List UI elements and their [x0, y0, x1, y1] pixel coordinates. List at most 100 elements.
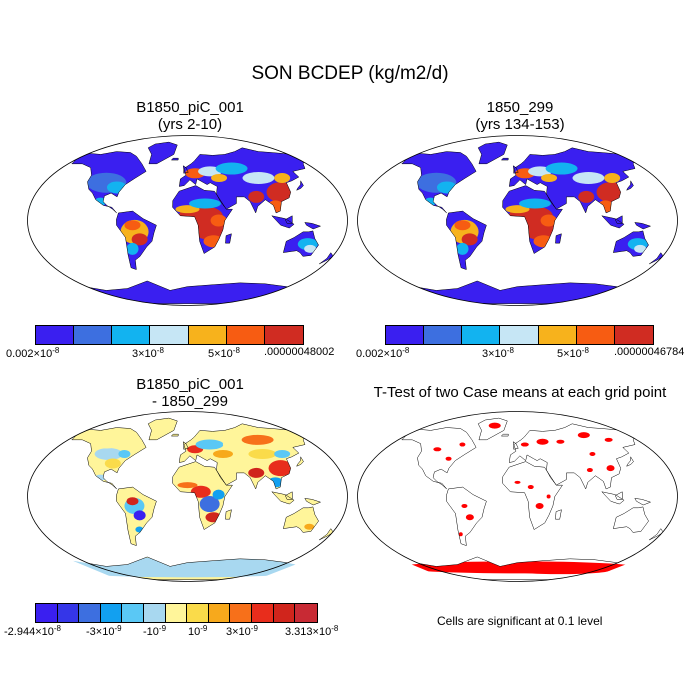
- coastline-newguinea: [304, 498, 322, 506]
- field-patch: [540, 214, 557, 227]
- landmass-greenland: [478, 418, 508, 440]
- field-patch: [606, 465, 615, 472]
- landmass-nz: [319, 252, 334, 264]
- landmass-newguinea: [304, 498, 321, 505]
- coastline-australia: [612, 230, 649, 257]
- colorbar-tick-label: -10-9: [143, 624, 167, 638]
- field-patch: [510, 566, 611, 575]
- landmass-antarctica: [402, 280, 626, 304]
- coastline-africa: [172, 185, 233, 254]
- coastline-africa: [502, 461, 563, 530]
- field-patch: [188, 198, 221, 209]
- field-patch: [248, 467, 265, 478]
- coastline-japan: [626, 455, 634, 467]
- field-patch: [578, 190, 595, 203]
- coastline-samerica: [116, 486, 157, 546]
- panel-3-title-line2: - 1850_299: [152, 393, 228, 410]
- colorbar-swatch: [36, 604, 58, 622]
- field-patch: [175, 205, 200, 214]
- landmass-iceland: [171, 434, 179, 437]
- landmass-borneo: [615, 491, 623, 500]
- field-patch: [248, 449, 277, 459]
- colorbar-swatch: [500, 326, 539, 344]
- coastline-iceland: [170, 157, 179, 161]
- map-case1: [27, 135, 348, 306]
- coastline-uk: [182, 165, 189, 174]
- landmass-indonesia: [271, 491, 295, 505]
- field-patch: [242, 172, 275, 184]
- field-patch: [268, 460, 293, 477]
- field-patch: [445, 456, 452, 461]
- colorbar-swatch: [188, 326, 227, 344]
- coastline-australia: [282, 506, 319, 533]
- landmass-newguinea: [634, 498, 651, 505]
- colorbar-swatch: [112, 326, 151, 344]
- coastline-borneo: [614, 491, 623, 500]
- coastline-greenland: [477, 141, 508, 165]
- colorbar-swatch: [538, 326, 577, 344]
- landmass-borneo: [285, 215, 293, 224]
- coastline-namerica: [71, 427, 147, 490]
- colorbar-swatch: [36, 326, 75, 344]
- coastline-samerica: [446, 486, 487, 546]
- coastline-madagascar: [555, 509, 562, 520]
- coastline-namerica: [71, 151, 147, 214]
- coastline-greenland: [477, 417, 508, 441]
- colorbar-swatch: [252, 604, 274, 622]
- field-patch: [572, 172, 605, 184]
- field-patch: [589, 452, 596, 456]
- field-patch: [94, 448, 123, 460]
- field-patch: [604, 437, 613, 442]
- landmass-borneo: [615, 215, 623, 224]
- field-patch: [556, 439, 565, 444]
- coastline-iceland: [500, 433, 509, 437]
- field-patch: [461, 503, 468, 508]
- field-patch: [604, 173, 621, 183]
- coastline-greenland: [147, 417, 178, 441]
- colorbar-swatch: [226, 326, 265, 344]
- colorbar-swatch: [144, 604, 166, 622]
- panel-2-title-line2: (yrs 134-153): [475, 116, 565, 133]
- coastline-newguinea: [634, 222, 652, 230]
- coastline-borneo: [284, 491, 293, 500]
- panel-2-title: 1850_299 (yrs 134-153): [355, 99, 685, 133]
- landmass-indonesia: [601, 491, 625, 505]
- landmass-uk: [513, 441, 519, 450]
- panel-1-title-line2: (yrs 2-10): [157, 116, 223, 133]
- landmass-iceland: [501, 434, 509, 437]
- coastline-borneo: [614, 215, 623, 224]
- colorbar-swatch: [295, 604, 317, 622]
- coastline-madagascar: [225, 509, 232, 520]
- field-patch: [195, 439, 224, 450]
- field-patch: [454, 220, 471, 231]
- field-patch: [274, 450, 291, 458]
- colorbar-swatch: [386, 326, 425, 344]
- colorbar-tick-label: 0.002×10-8: [356, 346, 410, 360]
- landmass-antarctica: [72, 280, 296, 304]
- colorbar-tick-label: 3×10-8: [482, 346, 514, 360]
- field-patch: [586, 468, 593, 473]
- field-patch: [541, 174, 558, 182]
- landmass-nz: [319, 528, 334, 540]
- field-patch: [190, 485, 211, 498]
- coastline-japan: [296, 455, 304, 467]
- field-patch: [488, 422, 501, 429]
- field-patch: [118, 450, 131, 458]
- field-patch: [514, 480, 521, 484]
- colorbar-swatch: [264, 326, 303, 344]
- map-border: [27, 411, 348, 582]
- coastline-greenland: [147, 141, 178, 165]
- colorbar-tick-label: 10-9: [188, 624, 208, 638]
- field-patch: [199, 496, 220, 513]
- colorbar-swatch: [614, 326, 653, 344]
- landmass-nz: [649, 528, 664, 540]
- landmass-uk: [183, 441, 189, 450]
- colorbar-swatch: [187, 604, 209, 622]
- colorbar-tick-label: .00000046784: [614, 346, 685, 358]
- coastline-eurasia: [178, 147, 306, 214]
- landmass-greenland: [478, 142, 508, 164]
- field-patch: [96, 440, 117, 449]
- map-border: [357, 135, 678, 306]
- coastline-indonesia: [601, 215, 625, 229]
- coastline-australia: [612, 506, 649, 533]
